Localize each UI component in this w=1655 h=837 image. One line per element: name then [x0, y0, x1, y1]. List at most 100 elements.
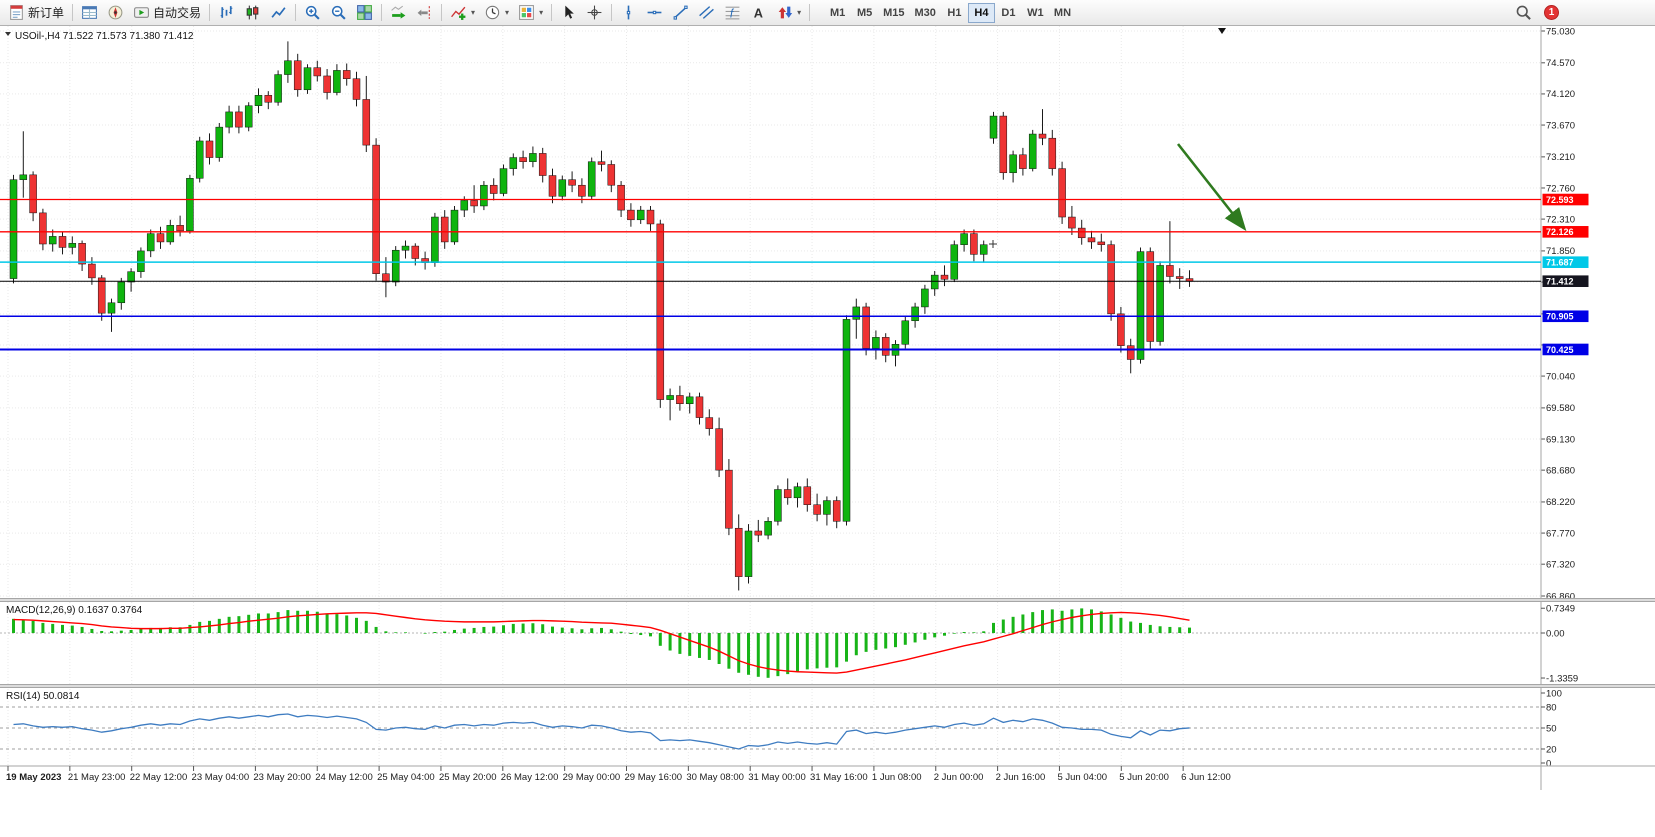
- chart-canvas[interactable]: 75.030 74.570 74.120 73.670 73.210 72.760 72.3…: [0, 26, 1655, 832]
- svg-text:74.570: 74.570: [1546, 58, 1575, 69]
- rsi-line: [13, 713, 1190, 750]
- rsi-pane-splitter[interactable]: [0, 684, 1655, 688]
- svg-text:80: 80: [1546, 702, 1557, 713]
- svg-text:73.210: 73.210: [1546, 152, 1575, 163]
- symbol-caret-icon: [5, 32, 11, 36]
- trendline-tool-button[interactable]: [668, 2, 693, 24]
- autotrading-button[interactable]: 自动交易: [129, 2, 205, 24]
- vertical-line-icon: [626, 5, 631, 20]
- svg-text:71.687: 71.687: [1546, 257, 1574, 267]
- timeframe-button-M5[interactable]: M5: [851, 3, 878, 23]
- timeframe-button-W1[interactable]: W1: [1022, 3, 1049, 23]
- notification-badge[interactable]: 1: [1544, 5, 1559, 20]
- periods-button[interactable]: ▾: [480, 2, 513, 24]
- chart-shift-button[interactable]: [412, 2, 437, 24]
- main-toolbar: 新订单 自动交易 ▾ ▾: [0, 0, 1655, 26]
- zoom-out-button[interactable]: [326, 2, 351, 24]
- navigator-button[interactable]: [103, 2, 128, 24]
- price-gridlines: [0, 30, 1541, 597]
- auto-scroll-icon: [391, 5, 406, 19]
- timeframe-button-H4[interactable]: H4: [967, 2, 995, 23]
- rsi-pane[interactable]: 100 80 50 20 0 RSI(14) 50.0814: [0, 688, 1562, 769]
- arrow-annotation[interactable]: [1176, 143, 1247, 232]
- indicators-button[interactable]: ▾: [446, 2, 479, 24]
- chart-window[interactable]: 75.030 74.570 74.120 73.670 73.210 72.760 72.3…: [0, 26, 1655, 832]
- svg-text:69.580: 69.580: [1546, 403, 1575, 414]
- timeframe-group: M1 M5 M15 M30 H1 H4 D1 W1 MN: [824, 2, 1076, 23]
- arrows-tool-icon: [778, 6, 793, 19]
- autotrading-icon: [134, 7, 149, 18]
- zoom-in-button[interactable]: [300, 2, 325, 24]
- search-button[interactable]: [1511, 2, 1536, 24]
- svg-text:31 May 16:00: 31 May 16:00: [810, 772, 868, 783]
- rsi-label: RSI(14) 50.0814: [6, 691, 80, 702]
- timeframe-button-M1[interactable]: M1: [824, 3, 851, 23]
- dropdown-caret-icon: ▾: [471, 8, 476, 17]
- search-icon: [1516, 5, 1531, 20]
- timeframe-button-H1[interactable]: H1: [941, 3, 968, 23]
- macd-pane[interactable]: 0.7349 0.00 -1.3359 MACD(12,26,9) 0.1637 0.…: [0, 604, 1578, 685]
- toolbar-separator: [441, 4, 443, 21]
- toolbar-separator: [381, 4, 383, 21]
- arrows-tool-button[interactable]: ▾: [772, 2, 805, 24]
- toolbar-separator: [611, 4, 613, 21]
- fibonacci-icon: f: [725, 6, 740, 20]
- svg-text:0.00: 0.00: [1546, 628, 1565, 639]
- horizontal-line-tool-button[interactable]: [642, 2, 667, 24]
- market-watch-button[interactable]: [77, 2, 102, 24]
- time-axis[interactable]: 19 May 2023 21 May 23:00 22 May 12:00 23 Ma…: [0, 765, 1655, 783]
- plus-marker: [989, 240, 997, 248]
- toolbar-right-group: 1: [1511, 2, 1651, 24]
- svg-text:72.760: 72.760: [1546, 183, 1575, 194]
- svg-text:24 May 12:00: 24 May 12:00: [315, 772, 373, 783]
- candle-chart-mode-button[interactable]: [240, 2, 265, 24]
- bar-chart-mode-button[interactable]: [214, 2, 239, 24]
- svg-text:71.850: 71.850: [1546, 246, 1575, 257]
- tile-windows-button[interactable]: [352, 2, 377, 24]
- timeframe-button-M15[interactable]: M15: [878, 3, 909, 23]
- fibonacci-tool-button[interactable]: f: [720, 2, 745, 24]
- auto-scroll-button[interactable]: [386, 2, 411, 24]
- svg-text:71.412: 71.412: [1546, 277, 1574, 287]
- market-watch-icon: [82, 6, 97, 19]
- svg-text:70.425: 70.425: [1546, 345, 1574, 355]
- tile-windows-icon: [357, 5, 372, 20]
- svg-text:68.220: 68.220: [1546, 497, 1575, 508]
- svg-text:1 Jun 08:00: 1 Jun 08:00: [872, 772, 922, 783]
- svg-text:f: f: [730, 7, 735, 20]
- svg-text:29 May 16:00: 29 May 16:00: [625, 772, 683, 783]
- templates-button[interactable]: ▾: [514, 2, 547, 24]
- price-tag-72.126: 72.126: [1542, 226, 1589, 238]
- cursor-tool-button[interactable]: [556, 2, 581, 24]
- timeframe-button-MN[interactable]: MN: [1049, 3, 1076, 23]
- object-anchor-marker[interactable]: [1218, 28, 1226, 34]
- chart-shift-icon: [417, 6, 430, 19]
- price-axis[interactable]: 75.030 74.570 74.120 73.670 73.210 72.760 72.3…: [1541, 26, 1575, 602]
- macd-pane-splitter[interactable]: [0, 598, 1655, 602]
- channel-tool-button[interactable]: [694, 2, 719, 24]
- timeframe-button-M30[interactable]: M30: [910, 3, 941, 23]
- macd-signal-line: [13, 611, 1190, 674]
- svg-text:68.680: 68.680: [1546, 465, 1575, 476]
- indicators-icon: [451, 6, 466, 20]
- text-tool-button[interactable]: A: [746, 2, 771, 24]
- svg-text:2 Jun 16:00: 2 Jun 16:00: [996, 772, 1046, 783]
- line-chart-mode-button[interactable]: [266, 2, 291, 24]
- svg-text:70.040: 70.040: [1546, 371, 1575, 382]
- toolbar-separator: [209, 4, 211, 21]
- svg-text:69.130: 69.130: [1546, 434, 1575, 445]
- svg-text:25 May 20:00: 25 May 20:00: [439, 772, 497, 783]
- svg-text:30 May 08:00: 30 May 08:00: [686, 772, 744, 783]
- svg-text:23 May 04:00: 23 May 04:00: [192, 772, 250, 783]
- svg-text:74.120: 74.120: [1546, 89, 1575, 100]
- new-order-button[interactable]: 新订单: [4, 2, 68, 24]
- crosshair-tool-button[interactable]: [582, 2, 607, 24]
- timeframe-button-D1[interactable]: D1: [995, 3, 1022, 23]
- vertical-line-tool-button[interactable]: [616, 2, 641, 24]
- svg-text:31 May 00:00: 31 May 00:00: [748, 772, 806, 783]
- line-chart-icon: [271, 7, 286, 18]
- trendline-icon: [673, 5, 688, 20]
- clock-icon: [485, 5, 500, 20]
- symbol-ohlc-readout: USOil-,H4 71.522 71.573 71.380 71.412: [15, 31, 194, 42]
- price-tag-70.425: 70.425: [1542, 343, 1589, 356]
